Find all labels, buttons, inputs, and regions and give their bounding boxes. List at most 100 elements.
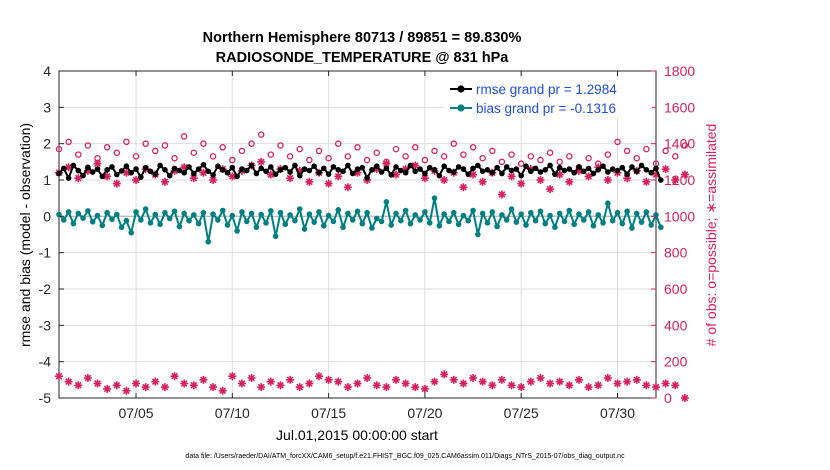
x-tick-label: 07/10 <box>215 405 250 421</box>
bias-point <box>600 220 606 226</box>
possible-obs-marker <box>75 151 82 158</box>
bias-point <box>658 224 664 231</box>
bias-point <box>653 212 659 218</box>
y-left-tick-label: 4 <box>43 63 51 79</box>
rmse-point <box>614 167 621 174</box>
bias-point <box>532 217 539 224</box>
rmse-point <box>398 167 404 174</box>
rmse-point <box>330 164 337 170</box>
possible-obs-marker <box>296 145 303 153</box>
assimilated-obs-low-marker <box>497 375 506 384</box>
rmse-point <box>629 164 635 170</box>
possible-obs-marker <box>537 156 544 164</box>
rmse-point <box>585 165 592 172</box>
possible-obs-marker <box>123 138 130 146</box>
assimilated-obs-low-marker <box>392 375 401 384</box>
assimilated-obs-low-marker <box>209 383 218 392</box>
possible-obs-marker <box>585 154 592 162</box>
rmse-point <box>104 167 110 173</box>
rmse-point <box>436 172 443 179</box>
rmse-point <box>518 172 524 179</box>
bias-point <box>210 211 216 217</box>
bias-point <box>215 217 221 223</box>
bias-point <box>61 217 67 223</box>
assimilated-obs-marker <box>286 174 295 183</box>
bias-point <box>287 212 293 218</box>
possible-obs-marker <box>344 153 352 160</box>
assimilated-obs-marker <box>507 172 516 181</box>
bias-point <box>272 233 279 240</box>
rmse-point <box>513 166 520 172</box>
y-right-tick-label: 1600 <box>664 99 695 115</box>
assimilated-obs-low-marker <box>55 372 63 381</box>
bias-point <box>518 211 524 217</box>
assimilated-obs-marker <box>536 176 545 184</box>
assimilated-obs-low-marker <box>266 377 275 386</box>
assimilated-obs-marker <box>189 174 198 183</box>
assimilated-obs-low-marker <box>555 377 564 386</box>
rmse-point <box>61 165 67 172</box>
possible-obs-marker <box>662 147 669 155</box>
rmse-point <box>417 166 423 172</box>
assimilated-obs-low-marker <box>584 383 593 392</box>
rmse-point <box>109 164 115 170</box>
chart-title-line-2: RADIOSONDE_TEMPERATURE @ 831 hPa <box>216 50 510 66</box>
assimilated-obs-low-marker <box>324 375 333 384</box>
rmse-point <box>354 166 361 172</box>
rmse-point <box>465 171 472 177</box>
assimilated-obs-marker <box>517 179 526 188</box>
assimilated-obs-low-marker <box>623 377 632 386</box>
bias-point <box>171 208 178 215</box>
possible-obs-marker <box>469 144 477 151</box>
bias-point <box>643 209 650 215</box>
possible-obs-marker <box>306 156 313 164</box>
bias-point <box>619 220 626 227</box>
rmse-point <box>441 163 447 169</box>
bias-point <box>123 217 130 224</box>
bias-point <box>248 210 255 217</box>
bias-point <box>325 212 332 219</box>
plot-area <box>58 70 657 399</box>
x-axis-label: Jul.01,2015 00:00:00 start <box>276 427 438 443</box>
rmse-point <box>648 169 654 176</box>
rmse-point <box>65 175 72 181</box>
bias-point <box>330 218 337 225</box>
rmse-point <box>470 165 476 172</box>
bias-point <box>219 207 226 214</box>
rmse-point <box>320 165 327 172</box>
bias-point <box>133 209 139 215</box>
assimilated-obs-marker <box>661 165 670 174</box>
legend-bias-marker <box>457 104 465 112</box>
possible-obs-marker <box>546 149 554 156</box>
rmse-point <box>287 169 293 175</box>
bias-point <box>388 222 395 228</box>
bias-point <box>162 209 168 216</box>
rmse-point <box>484 167 491 173</box>
assimilated-obs-low-marker <box>430 377 439 386</box>
bias-point <box>489 209 496 215</box>
bias-point <box>89 218 96 225</box>
assimilated-obs-low-marker <box>363 374 372 383</box>
bias-point <box>311 219 317 225</box>
assimilated-obs-marker <box>160 177 169 186</box>
bias-point <box>147 220 154 226</box>
bias-point <box>224 222 231 228</box>
assimilated-obs-low-marker <box>218 386 227 395</box>
bias-point <box>460 212 467 219</box>
bias-point <box>195 220 202 227</box>
bias-point <box>239 209 245 215</box>
y-axis-left: -5 -4 -3 -2 -1 0 1 2 3 4 <box>39 63 64 406</box>
assimilated-obs-low-marker <box>151 377 160 386</box>
rmse-point <box>489 169 496 176</box>
assimilated-obs-low-marker <box>449 375 458 384</box>
rmse-point <box>239 166 245 172</box>
x-tick-label: 07/30 <box>600 405 635 421</box>
rmse-point <box>552 171 558 177</box>
rmse-point <box>556 164 563 171</box>
assimilated-obs-marker <box>132 176 141 184</box>
rmse-point <box>571 169 577 176</box>
possible-obs-marker <box>440 153 448 160</box>
rmse-point <box>503 164 510 170</box>
assimilated-obs-marker <box>411 161 420 170</box>
bias-point <box>455 221 462 228</box>
